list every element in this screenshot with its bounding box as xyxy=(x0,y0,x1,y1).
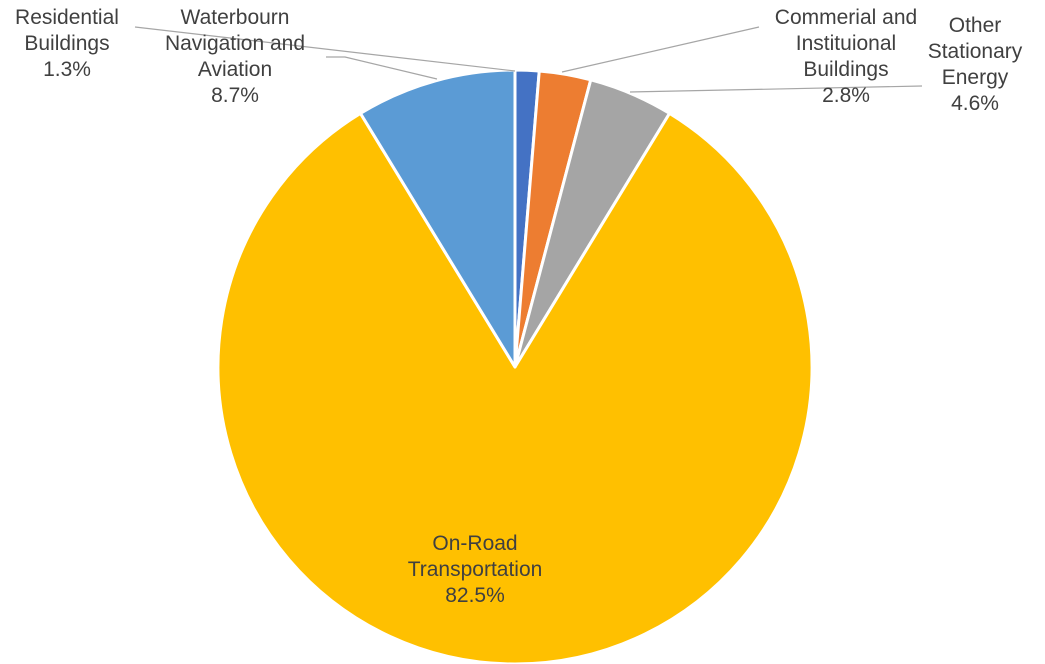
data-label-commerial-and-instituional-buildings: Commerial and Instituional Buildings 2.8% xyxy=(775,6,917,107)
data-label-on-road-transportation: On-Road Transportation 82.5% xyxy=(408,532,543,607)
leader-line-residential-buildings xyxy=(134,26,516,72)
leader-lines xyxy=(134,26,923,93)
data-label-other-stationary-energy: Other Stationary Energy 4.6% xyxy=(928,14,1023,115)
data-label-residential-buildings: Residential Buildings 1.3% xyxy=(15,6,119,81)
leader-line-commerial-and-instituional-buildings xyxy=(561,26,760,73)
data-labels: Residential Buildings 1.3% Commerial and Ins… xyxy=(15,6,1023,607)
leader-line-waterbourn-navigation-and-aviation xyxy=(326,56,438,80)
data-label-waterbourn-navigation-and-aviation: Waterbourn Navigation and Aviation 8.7% xyxy=(165,6,305,107)
pie-slices xyxy=(216,68,814,664)
leader-line-other-stationary-energy xyxy=(629,85,923,93)
